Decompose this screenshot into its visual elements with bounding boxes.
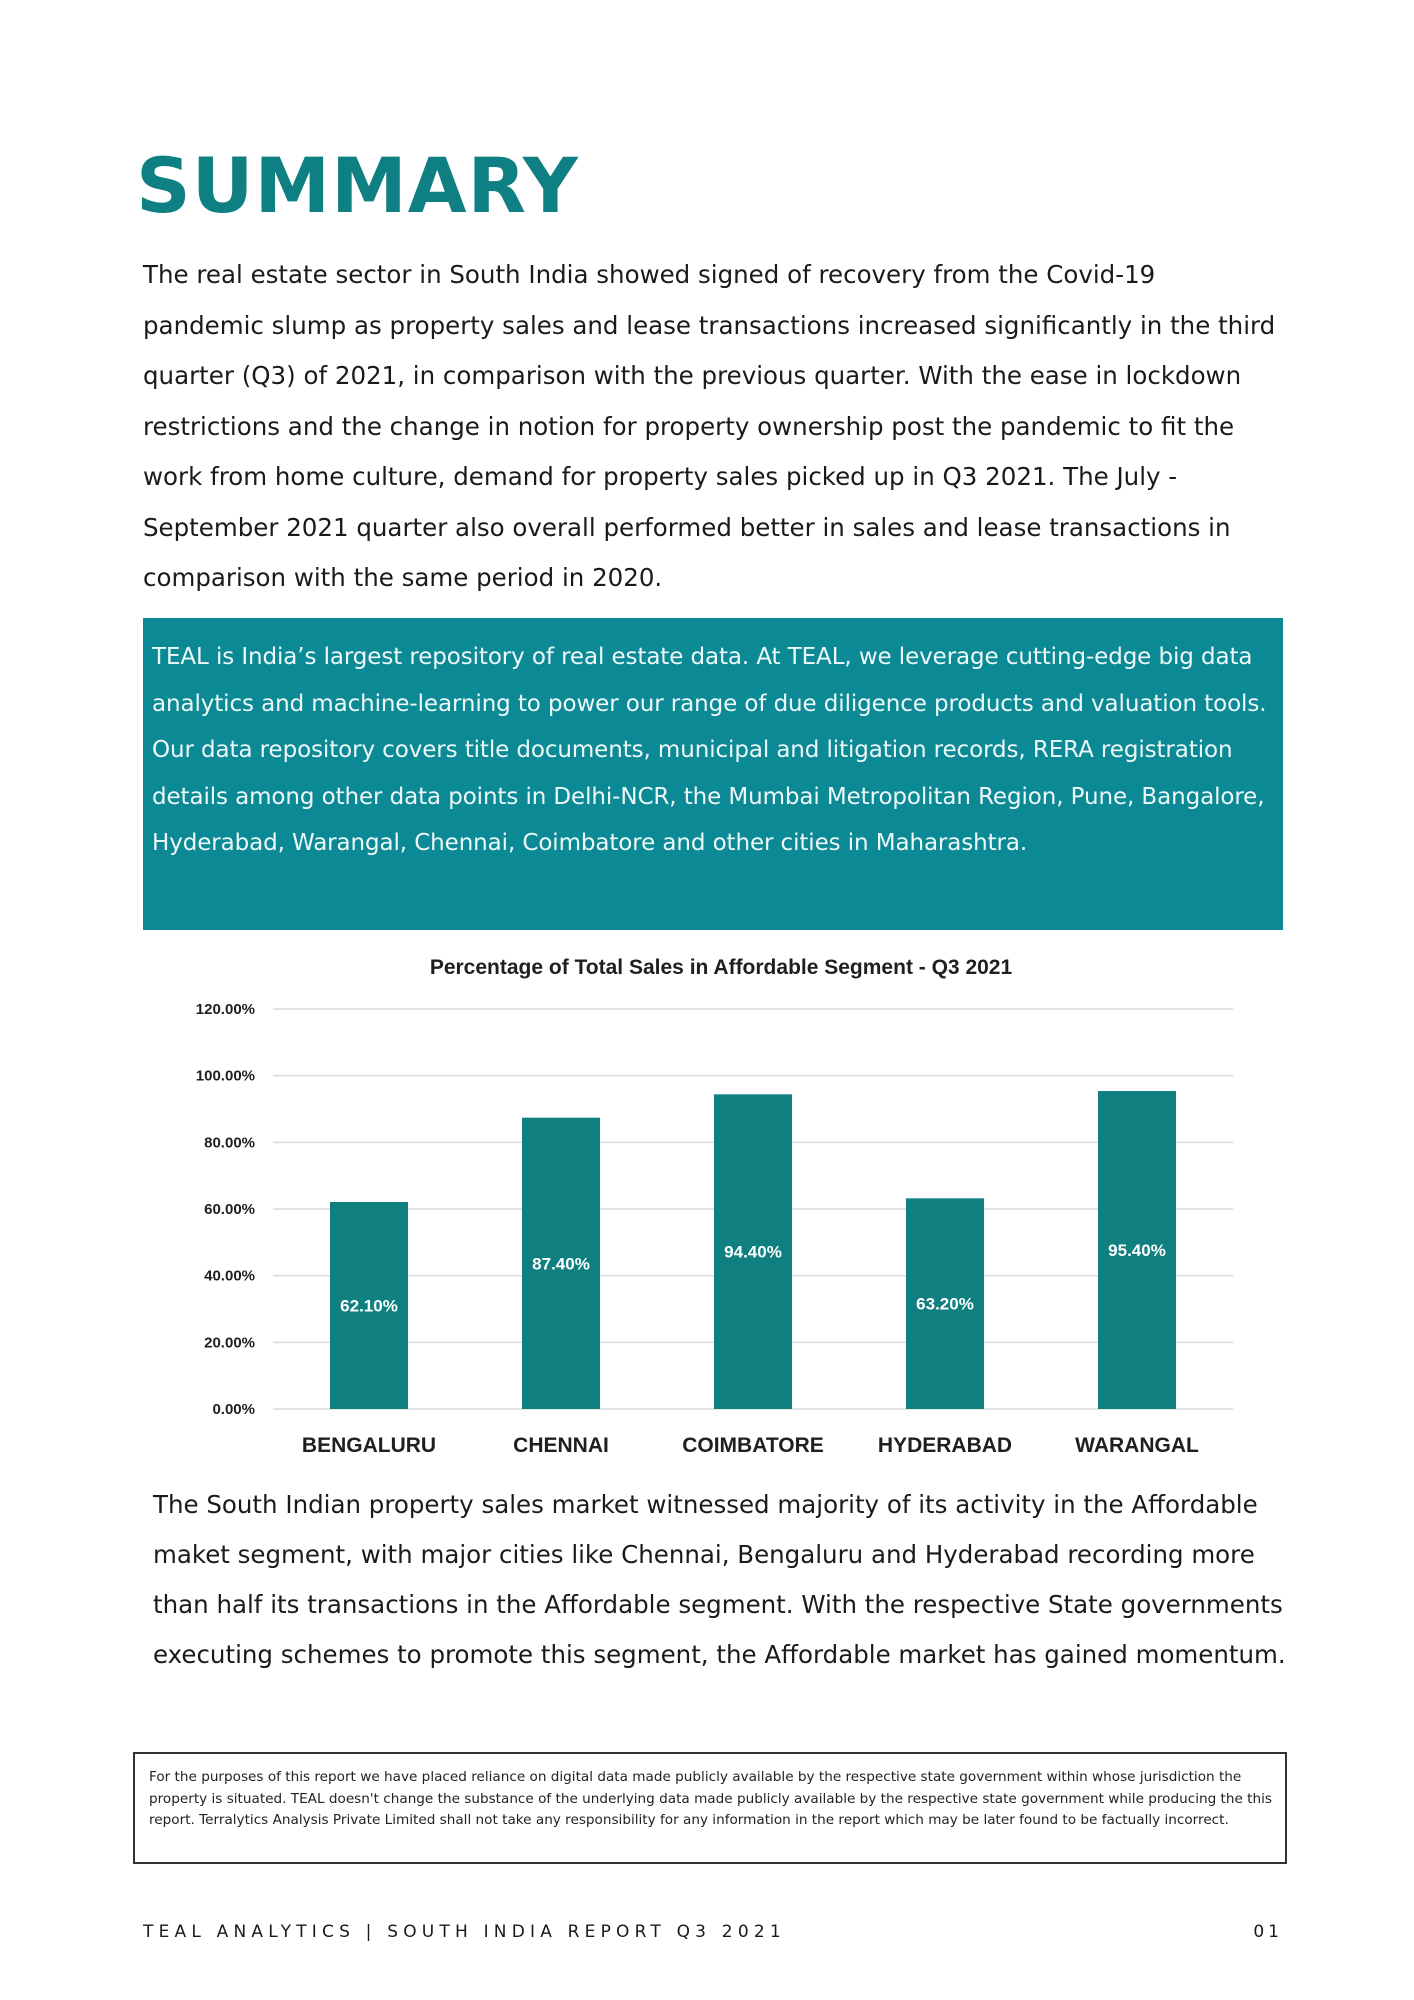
data-label-chennai: 87.40% [532, 1254, 590, 1273]
bar-coimbatore [714, 1094, 792, 1409]
affordable-sales-chart: Percentage of Total Sales in Affordable … [143, 945, 1283, 1465]
disclaimer-text: For the purposes of this report we have … [149, 1769, 1272, 1828]
data-label-hyderabad: 63.20% [916, 1295, 974, 1314]
page-footer: TEAL ANALYTICS | SOUTH INDIA REPORT Q3 2… [143, 1922, 1283, 1946]
x-tick-label: WARANGAL [1075, 1434, 1199, 1457]
bar-warangal [1098, 1091, 1176, 1409]
bar-chennai [522, 1117, 600, 1409]
chart-x-axis: BENGALURU CHENNAI COIMBATORE HYDERABAD WARAN… [302, 1434, 1199, 1457]
about-teal-text: TEAL is India’s largest repository of re… [152, 644, 1267, 856]
chart-y-axis: 0.00% 20.00% 40.00% 60.00% 80.00% 100.00% 120.… [196, 1001, 255, 1418]
y-tick-label: 20.00% [204, 1334, 255, 1351]
x-tick-label: BENGALURU [302, 1434, 436, 1457]
y-tick-label: 0.00% [212, 1401, 255, 1418]
about-teal-box: TEAL is India’s largest repository of re… [143, 618, 1283, 930]
intro-paragraph: The real estate sector in South India sh… [143, 260, 1276, 592]
chart-svg: Percentage of Total Sales in Affordable … [196, 956, 1233, 1457]
x-tick-label: CHENNAI [513, 1434, 609, 1457]
chart-bars: 62.10% 87.40% 94.40% 63.20% 95.40% [330, 1091, 1176, 1409]
x-tick-label: HYDERABAD [878, 1434, 1012, 1457]
y-tick-label: 60.00% [204, 1201, 255, 1218]
bar-hyderabad [906, 1198, 984, 1409]
footer-report-title: TEAL ANALYTICS | SOUTH INDIA REPORT Q3 2… [143, 1922, 786, 1942]
data-label-coimbatore: 94.40% [724, 1243, 782, 1262]
page-title: SUMMARY [136, 141, 579, 230]
y-tick-label: 80.00% [204, 1134, 255, 1151]
chart-title: Percentage of Total Sales in Affordable … [430, 956, 1013, 979]
disclaimer-box: For the purposes of this report we have … [133, 1752, 1287, 1864]
data-label-warangal: 95.40% [1108, 1241, 1166, 1260]
y-tick-label: 40.00% [204, 1268, 255, 1285]
y-tick-label: 100.00% [196, 1068, 255, 1085]
data-label-bengaluru: 62.10% [340, 1297, 398, 1316]
page-number: 01 [1253, 1922, 1283, 1942]
x-tick-label: COIMBATORE [682, 1434, 824, 1457]
bar-bengaluru [330, 1202, 408, 1409]
y-tick-label: 120.00% [196, 1001, 255, 1018]
analysis-paragraph: The South Indian property sales market w… [153, 1490, 1286, 1669]
